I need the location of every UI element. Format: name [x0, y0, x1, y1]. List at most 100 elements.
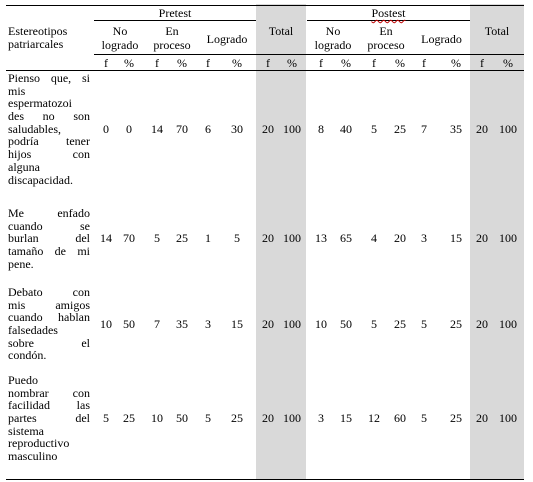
table-cell: 20: [262, 410, 274, 425]
table-cell: 25: [394, 121, 406, 136]
table-cell: 50: [176, 410, 188, 425]
stub-line: podría tener: [8, 134, 90, 149]
table-cell: 13: [315, 231, 327, 246]
row-stub: Puedo nombrar con facilidad las partes del s…: [8, 374, 90, 463]
stub-line: cuando se: [8, 218, 90, 233]
postest-total-shade: [470, 4, 524, 480]
table-cell: 50: [340, 316, 352, 331]
stub-line: espermatozoi: [8, 96, 72, 111]
table-cell: 70: [123, 231, 135, 246]
row-stub: Me enfado cuando se burlan del tamaño de mi…: [8, 207, 90, 270]
table-cell: 15: [450, 231, 462, 246]
table-cell: 25: [450, 410, 462, 425]
table-cell: 5: [234, 231, 240, 246]
stub-line: discapacidad.: [8, 172, 73, 187]
pretest-group-label: Pretest: [158, 6, 192, 20]
table-cell: 12: [368, 410, 380, 425]
postest-group-label: Postest: [307, 7, 470, 20]
stub-line: Puedo: [8, 373, 38, 387]
postest-group-text: Postest: [371, 6, 406, 20]
postest-no-logrado-l1: No: [325, 24, 341, 38]
measure-label: %: [232, 56, 242, 70]
table-cell: 100: [283, 121, 301, 136]
table-cell: 100: [283, 316, 301, 331]
table-cell: 25: [450, 316, 462, 331]
table-cell: 3: [421, 231, 427, 246]
table-cell: 7: [154, 316, 160, 331]
measure-label: %: [451, 56, 461, 70]
table-cell: 0: [126, 121, 132, 136]
table-cell: 10: [151, 410, 163, 425]
measure-label: %: [503, 56, 513, 70]
measure-label: f: [155, 56, 159, 70]
table-cell: 60: [394, 410, 406, 425]
table-cell: 3: [318, 410, 324, 425]
postest-total-label: Total: [484, 24, 510, 38]
measure-label: %: [124, 56, 134, 70]
table-cell: 14: [100, 231, 112, 246]
pretest-no-logrado-l2: logrado: [101, 38, 139, 52]
table-page: Estereotipos patriarcales Pretest No log…: [6, 4, 524, 480]
table-cell: 25: [231, 410, 243, 425]
pretest-no-logrado-l1: No: [112, 24, 128, 38]
measure-label: f: [266, 56, 270, 70]
stub-line: des no son: [8, 109, 90, 124]
table-cell: 20: [394, 231, 406, 246]
measure-label: %: [395, 56, 405, 70]
top-rule: [6, 5, 524, 6]
table-cell: 40: [340, 121, 352, 136]
table-cell: 50: [123, 316, 135, 331]
table-cell: 20: [476, 316, 488, 331]
stub-line: tamaño de mi: [8, 244, 90, 259]
postest-logrado: Logrado: [421, 32, 462, 46]
table-cell: 25: [176, 231, 188, 246]
header-bottom-rule: [6, 70, 524, 71]
table-cell: 25: [394, 316, 406, 331]
stub-line: Debato con: [8, 285, 90, 299]
measure-label: %: [341, 56, 351, 70]
pretest-logrado: Logrado: [206, 32, 248, 46]
table-cell: 20: [476, 121, 488, 136]
bottom-rule: [6, 479, 524, 480]
table-cell: 100: [499, 316, 517, 331]
stub-line: sobre el: [8, 335, 90, 350]
measure-label: f: [480, 56, 484, 70]
measure-label: %: [287, 56, 297, 70]
pretest-en-proceso-l2: proceso: [153, 38, 191, 52]
table-cell: 5: [103, 410, 109, 425]
table-cell: 65: [340, 231, 352, 246]
stub-header-line-2: patriarcales: [8, 37, 64, 51]
stub-line: alguna: [8, 159, 40, 174]
stub-line: mis: [8, 83, 26, 98]
table-cell: 100: [499, 231, 517, 246]
measure-label: f: [422, 56, 426, 70]
table-cell: 100: [283, 231, 301, 246]
stub-line: burlan del: [8, 231, 90, 246]
table-cell: 10: [100, 316, 112, 331]
postest-en-proceso-l1: En: [379, 24, 393, 38]
table-cell: 15: [231, 316, 243, 331]
measure-label: %: [177, 56, 187, 70]
stub-line: sistema: [8, 423, 44, 438]
table-cell: 15: [340, 410, 352, 425]
pretest-total-shade: [256, 4, 306, 480]
table-cell: 5: [371, 316, 377, 331]
group-rule-post: [307, 20, 470, 21]
table-cell: 7: [421, 121, 427, 136]
table-cell: 5: [205, 410, 211, 425]
table-cell: 35: [176, 316, 188, 331]
table-cell: 5: [371, 121, 377, 136]
table-cell: 20: [262, 121, 274, 136]
pretest-total-label: Total: [268, 24, 294, 38]
subheader-rule: [94, 54, 524, 55]
table-cell: 25: [123, 410, 135, 425]
postest-en-proceso-l2: proceso: [367, 38, 405, 52]
measure-label: f: [319, 56, 323, 70]
stub-line: hijos con: [8, 147, 90, 162]
measure-label: f: [206, 56, 210, 70]
table-cell: 5: [154, 231, 160, 246]
stub-line: Me enfado: [8, 206, 90, 220]
measure-label: f: [372, 56, 376, 70]
row-stub: Pienso que, si mis espermatozoi des no son s…: [8, 72, 90, 186]
table-cell: 1: [205, 231, 211, 246]
